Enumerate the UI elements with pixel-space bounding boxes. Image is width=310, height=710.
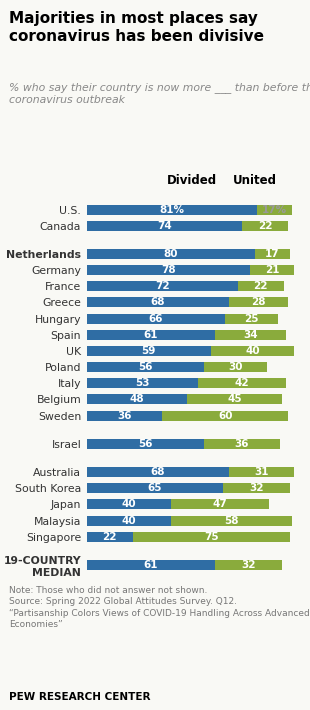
Bar [133, 532, 290, 542]
Bar [242, 221, 288, 231]
Text: PEW RESEARCH CENTER: PEW RESEARCH CENTER [9, 692, 151, 702]
Bar [257, 204, 292, 214]
Bar [225, 314, 278, 324]
Bar [87, 439, 204, 449]
Text: 22: 22 [103, 532, 117, 542]
Text: 78: 78 [161, 265, 176, 275]
Bar [204, 439, 280, 449]
Bar [87, 395, 188, 405]
Bar [87, 329, 215, 340]
Text: 31: 31 [255, 467, 269, 477]
Bar [87, 362, 204, 372]
Text: 17: 17 [265, 249, 280, 259]
Bar [87, 515, 171, 525]
Bar [87, 467, 229, 477]
Text: 61: 61 [144, 329, 158, 340]
Bar [87, 532, 133, 542]
Text: 28: 28 [251, 297, 266, 307]
Text: 68: 68 [151, 467, 165, 477]
Bar [87, 346, 210, 356]
Text: 47: 47 [213, 499, 227, 510]
Bar [255, 249, 290, 259]
Text: 74: 74 [157, 221, 172, 231]
Bar [215, 560, 282, 570]
Bar [87, 297, 229, 307]
Text: Majorities in most places say
coronavirus has been divisive: Majorities in most places say coronaviru… [9, 11, 264, 43]
Text: 25: 25 [244, 314, 259, 324]
Text: United: United [232, 174, 277, 187]
Text: 56: 56 [138, 439, 153, 449]
Text: 36: 36 [235, 439, 249, 449]
Bar [198, 378, 286, 388]
Text: 68: 68 [151, 297, 165, 307]
Text: 60: 60 [218, 410, 232, 420]
Text: 53: 53 [135, 378, 150, 388]
Text: 40: 40 [245, 346, 260, 356]
Bar [188, 395, 282, 405]
Bar [223, 484, 290, 493]
Bar [171, 499, 269, 510]
Text: 40: 40 [122, 499, 136, 510]
Bar [87, 560, 215, 570]
Bar [87, 410, 162, 420]
Bar [87, 484, 223, 493]
Text: 36: 36 [117, 410, 132, 420]
Text: 32: 32 [250, 484, 264, 493]
Bar [87, 249, 255, 259]
Text: 45: 45 [227, 395, 242, 405]
Bar [87, 378, 198, 388]
Text: 40: 40 [122, 515, 136, 525]
Text: 59: 59 [141, 346, 156, 356]
Text: 30: 30 [228, 362, 243, 372]
Bar [238, 281, 284, 291]
Bar [162, 410, 288, 420]
Bar [215, 329, 286, 340]
Text: 61: 61 [144, 560, 158, 570]
Text: 56: 56 [138, 362, 153, 372]
Bar [250, 265, 294, 275]
Text: 17%: 17% [262, 204, 287, 214]
Text: 58: 58 [224, 515, 239, 525]
Bar [87, 221, 242, 231]
Text: % who say their country is now more ___ than before the
coronavirus outbreak: % who say their country is now more ___ … [9, 82, 310, 105]
Bar [87, 265, 250, 275]
Text: Note: Those who did not answer not shown.
Source: Spring 2022 Global Attitudes S: Note: Those who did not answer not shown… [9, 586, 310, 629]
Text: 75: 75 [204, 532, 219, 542]
Bar [171, 515, 292, 525]
Bar [229, 467, 294, 477]
Bar [229, 297, 288, 307]
Text: 65: 65 [148, 484, 162, 493]
Bar [210, 346, 294, 356]
Bar [87, 281, 238, 291]
Bar [87, 314, 225, 324]
Text: 66: 66 [149, 314, 163, 324]
Text: 48: 48 [130, 395, 144, 405]
Text: 81%: 81% [159, 204, 184, 214]
Bar [87, 204, 257, 214]
Text: Divided: Divided [166, 174, 217, 187]
Bar [204, 362, 267, 372]
Text: 21: 21 [265, 265, 280, 275]
Text: 34: 34 [243, 329, 258, 340]
Text: 80: 80 [163, 249, 178, 259]
Text: 32: 32 [241, 560, 255, 570]
Text: 72: 72 [155, 281, 170, 291]
Text: 42: 42 [235, 378, 249, 388]
Text: 22: 22 [258, 221, 272, 231]
Text: 22: 22 [254, 281, 268, 291]
Bar [87, 499, 171, 510]
